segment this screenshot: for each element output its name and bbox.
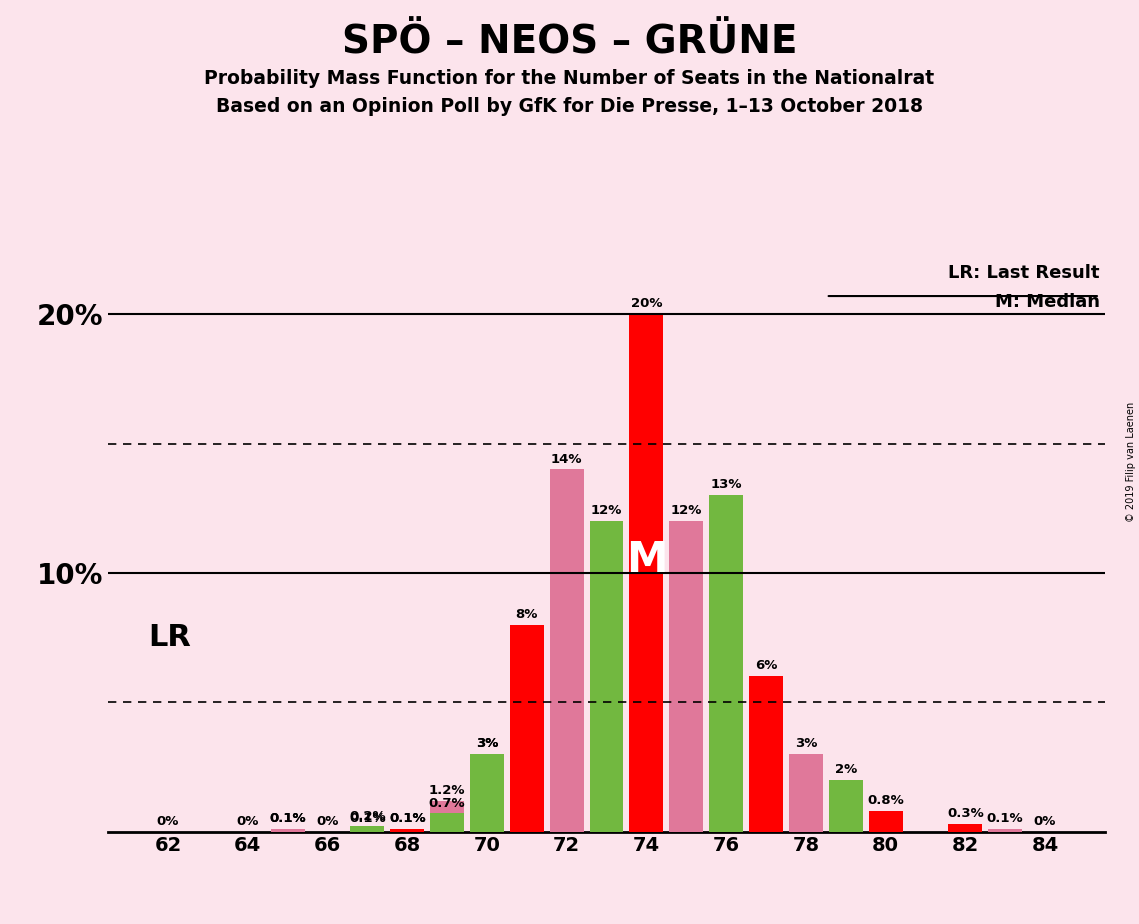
Text: 3%: 3% <box>795 737 817 750</box>
Bar <box>470 754 503 832</box>
Text: 14%: 14% <box>551 453 582 466</box>
Text: 0%: 0% <box>237 815 259 828</box>
Bar <box>431 800 464 832</box>
Text: 13%: 13% <box>711 479 741 492</box>
Text: 12%: 12% <box>591 505 622 517</box>
Bar <box>470 754 503 832</box>
Text: 0%: 0% <box>1034 815 1056 828</box>
Bar <box>710 495 743 832</box>
Bar <box>670 521 703 832</box>
Bar <box>590 521 623 832</box>
Text: 0.7%: 0.7% <box>428 796 466 809</box>
Bar <box>271 829 304 832</box>
Text: 3%: 3% <box>476 737 498 750</box>
Text: M: M <box>625 539 667 581</box>
Text: 8%: 8% <box>516 608 538 621</box>
Bar <box>351 829 384 832</box>
Text: 12%: 12% <box>671 505 702 517</box>
Bar <box>550 469 583 832</box>
Text: 0.1%: 0.1% <box>388 812 426 825</box>
Bar <box>869 811 902 832</box>
Text: 0.1%: 0.1% <box>269 812 306 825</box>
Bar <box>789 754 822 832</box>
Bar <box>749 676 782 832</box>
Text: 0.2%: 0.2% <box>349 809 386 822</box>
Text: 6%: 6% <box>755 660 777 673</box>
Bar <box>949 824 982 832</box>
Text: 1.2%: 1.2% <box>428 784 466 796</box>
Bar <box>630 314 663 832</box>
Text: 2%: 2% <box>835 763 857 776</box>
Text: Probability Mass Function for the Number of Seats in the Nationalrat: Probability Mass Function for the Number… <box>204 69 935 89</box>
Bar <box>989 829 1022 832</box>
Text: SPÖ – NEOS – GRÜNE: SPÖ – NEOS – GRÜNE <box>342 23 797 61</box>
Text: 0%: 0% <box>157 815 179 828</box>
Text: 0.1%: 0.1% <box>986 812 1024 825</box>
Text: M: Median: M: Median <box>994 293 1100 311</box>
Text: 0.8%: 0.8% <box>867 794 904 807</box>
Bar <box>431 813 464 832</box>
Bar <box>829 780 862 832</box>
Text: LR: Last Result: LR: Last Result <box>949 264 1100 282</box>
Text: 0.1%: 0.1% <box>349 812 386 825</box>
Text: © 2019 Filip van Laenen: © 2019 Filip van Laenen <box>1126 402 1136 522</box>
Text: Based on an Opinion Poll by GfK for Die Presse, 1–13 October 2018: Based on an Opinion Poll by GfK for Die … <box>216 97 923 116</box>
Text: 0%: 0% <box>317 815 338 828</box>
Text: 0.1%: 0.1% <box>388 812 426 825</box>
Text: 0.3%: 0.3% <box>947 807 984 820</box>
Text: LR: LR <box>148 623 191 652</box>
Bar <box>351 826 384 832</box>
Text: 3%: 3% <box>476 737 498 750</box>
Text: 20%: 20% <box>631 298 662 310</box>
Text: 0.1%: 0.1% <box>269 812 306 825</box>
Bar <box>391 829 424 832</box>
Bar <box>510 625 543 832</box>
